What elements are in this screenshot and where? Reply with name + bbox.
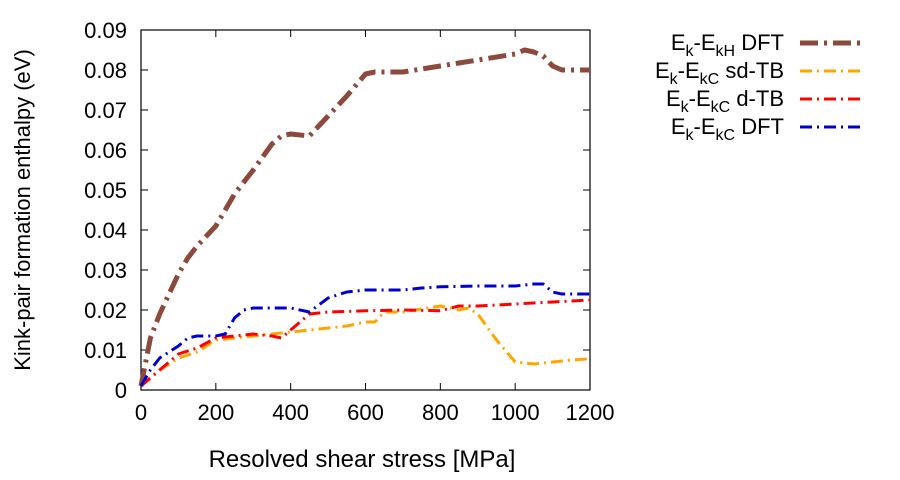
y-tick-label: 0.03 [84,258,127,283]
x-tick-label: 600 [347,400,384,425]
y-tick-label: 0.06 [84,138,127,163]
y-axis-label: Kink-pair formation enthalpy (eV) [10,49,35,371]
legend-text-part: sd-TB [719,58,784,83]
x-tick-label: 1200 [566,400,615,425]
y-tick-label: 0.04 [84,218,127,243]
legend-text-part: k [686,127,695,144]
legend-label-2: Ek-EkC sd-TB [655,58,784,88]
legend-text-part: -E [694,114,716,139]
legend-text-part: kH [716,43,736,60]
legend-text-part: k [681,99,690,116]
axis-ticks: 0 200 400 600 800 1000 1200 0 0.01 0.02 0.03 0.04 0.… [84,18,614,425]
y-tick-label: 0.05 [84,178,127,203]
y-tick-label: 0 [115,378,127,403]
series-line-1 [138,47,590,387]
x-axis-label: Resolved shear stress [MPa] [209,446,516,473]
y-tick-label: 0.07 [84,98,127,123]
x-tick-label: 200 [197,400,234,425]
legend-text-part: kC [716,127,736,144]
legend-text-part: d-TB [730,86,784,111]
legend-text-part: -E [694,30,716,55]
legend-text-part: DFT [735,114,784,139]
legend-text-part: DFT [735,30,784,55]
legend-text-part: kC [700,71,720,88]
legend-label-3: Ek-EkC d-TB [666,86,784,116]
legend-text-part: E [671,30,686,55]
legend-label-1: Ek-EkH DFT [671,30,784,60]
y-tick-label: 0.08 [84,58,127,83]
x-tick-label: 800 [422,400,459,425]
series-line-2 [140,304,591,388]
legend-text-part: E [655,58,670,83]
legend-text-part: k [670,71,679,88]
legend-text-part: E [671,114,686,139]
y-tick-label: 0.01 [84,338,127,363]
legend-text-part: k [686,43,695,60]
series-lines [138,47,591,388]
series-line-3 [140,298,591,388]
y-tick-label: 0.09 [84,18,127,43]
y-tick-label: 0.02 [84,298,127,323]
legend-text-part: kC [711,99,731,116]
x-tick-label: 0 [135,400,147,425]
x-tick-label: 400 [272,400,309,425]
legend-text-part: -E [678,58,700,83]
x-tick-label: 1000 [491,400,540,425]
legend-label-4: Ek-EkC DFT [671,114,784,144]
legend-text-part: E [666,86,681,111]
legend-text-part: -E [689,86,711,111]
series-line-4 [139,282,590,387]
